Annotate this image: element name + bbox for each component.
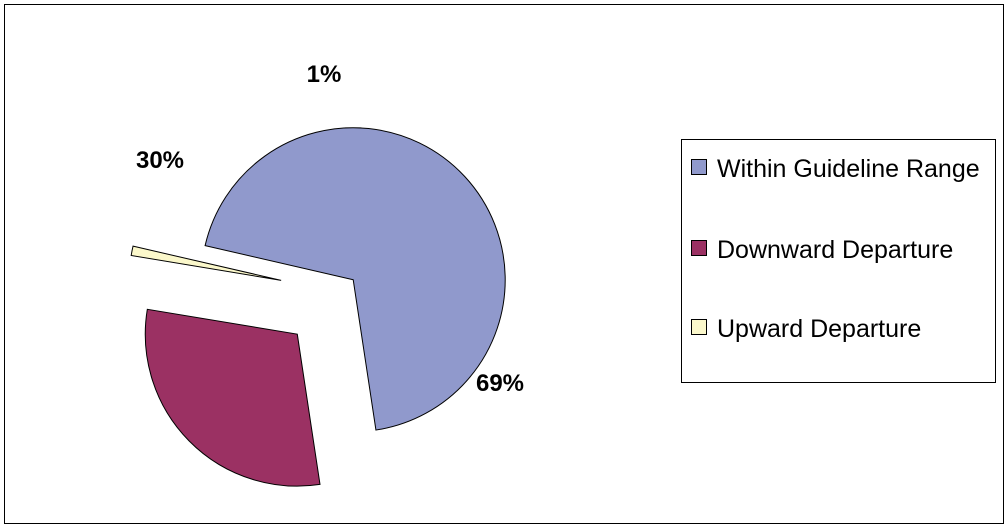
pie-slice-downward-departure[interactable] xyxy=(144,308,321,487)
pie-label-upward-departure: 1% xyxy=(307,61,342,88)
legend-swatch xyxy=(691,159,707,175)
pie-slice-upward-departure[interactable] xyxy=(130,245,282,281)
legend-item-within-guideline-range[interactable]: Within Guideline Range xyxy=(691,152,1006,186)
legend-item-downward-departure[interactable]: Downward Departure xyxy=(691,233,1006,267)
legend: Within Guideline Range Downward Departur… xyxy=(681,139,996,383)
legend-swatch xyxy=(691,319,707,335)
legend-label: Within Guideline Range xyxy=(717,155,980,183)
legend-item-upward-departure[interactable]: Upward Departure xyxy=(691,312,1006,346)
pie-label-downward-departure: 30% xyxy=(136,147,184,174)
pie-slices xyxy=(130,127,506,487)
pie-slice-within-guideline-range[interactable] xyxy=(204,127,506,431)
pie-labels: 69% 30% 1% xyxy=(136,61,524,397)
pie-label-within-guideline-range: 69% xyxy=(476,370,524,397)
legend-label: Downward Departure xyxy=(717,236,954,264)
legend-swatch xyxy=(691,240,707,256)
legend-label: Upward Departure xyxy=(717,315,922,343)
